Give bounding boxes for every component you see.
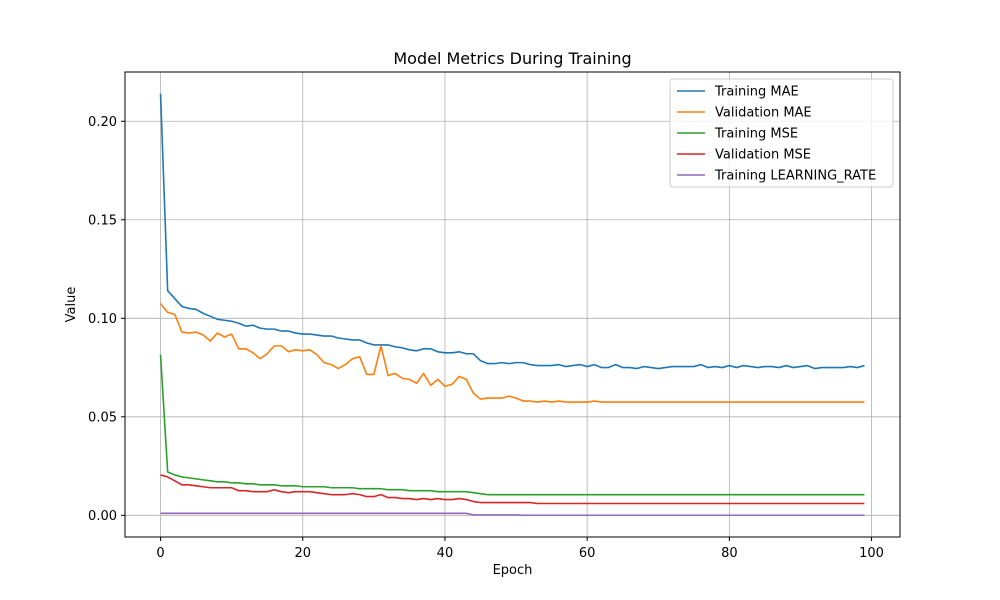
series-line-training-learning-rate (160, 512, 865, 517)
y-tick-label: 0.15 (88, 213, 117, 228)
series-line-validation-mae (159, 303, 865, 403)
y-tick-label: 0.20 (88, 115, 117, 130)
y-tick-label: 0.00 (88, 509, 117, 524)
x-axis-ticks: 0 20 40 60 80 100 (156, 537, 884, 561)
legend-label-validation-mae: Validation MAE (715, 106, 812, 121)
legend-entries: Training MAE Validation MAE Training MSE Va… (677, 85, 876, 184)
series-line-validation-mse (160, 474, 865, 505)
legend-box (669, 78, 894, 188)
x-tick-label: 0 (156, 546, 164, 561)
y-tick-label: 0.05 (88, 410, 117, 425)
series-line-training-mse (159, 354, 865, 496)
series-line-training-mae (159, 93, 865, 370)
y-axis-label: Value (64, 287, 79, 323)
legend-label-training-learning-rate: Training LEARNING_RATE (714, 169, 876, 184)
plot-frame (124, 71, 901, 538)
x-axis-label: Epoch (493, 563, 533, 578)
x-tick-label: 40 (437, 546, 454, 561)
chart-title: Model Metrics During Training (393, 49, 631, 68)
legend-label-training-mae: Training MAE (714, 85, 799, 100)
legend-label-training-mse: Training MSE (714, 127, 798, 142)
x-tick-label: 80 (721, 546, 738, 561)
x-tick-label: 100 (859, 546, 884, 561)
y-tick-label: 0.10 (88, 312, 117, 327)
series-lines (159, 93, 865, 517)
legend: Training MAE Validation MAE Training MSE Va… (669, 78, 894, 188)
legend-label-validation-mse: Validation MSE (715, 148, 811, 163)
y-axis-ticks: 0.00 0.05 0.10 0.15 0.20 (88, 115, 125, 524)
x-tick-label: 20 (294, 546, 311, 561)
x-tick-label: 60 (579, 546, 596, 561)
